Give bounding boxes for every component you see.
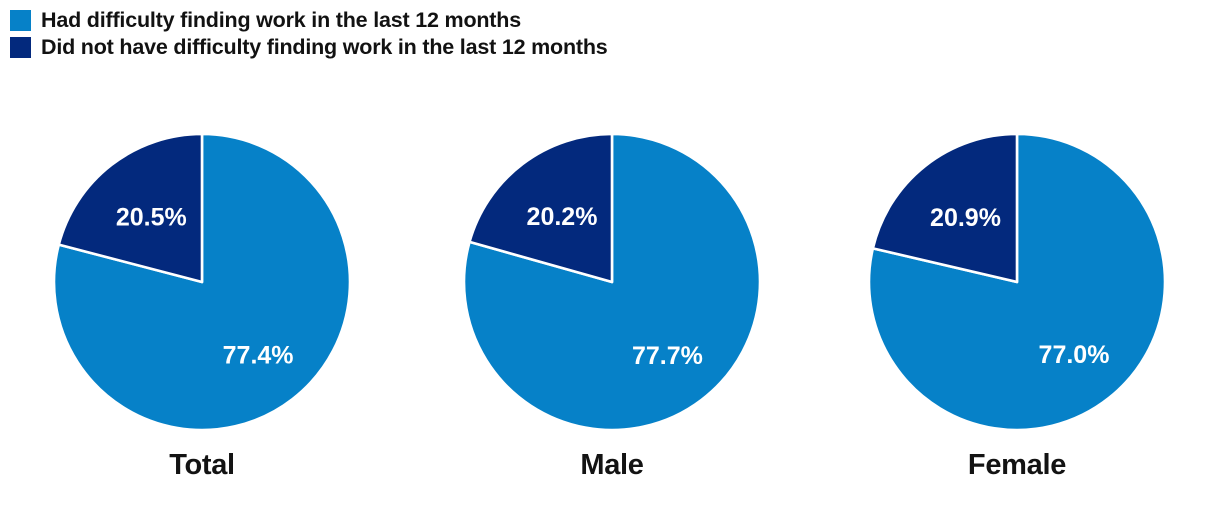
pie-chart-female: 77.0% 20.9%	[867, 132, 1167, 432]
slice-value-label: 20.9%	[930, 204, 1001, 232]
legend-item-had-difficulty: Had difficulty finding work in the last …	[10, 7, 608, 34]
slice-value-label: 77.0%	[1039, 341, 1110, 369]
legend-label-had-difficulty: Had difficulty finding work in the last …	[41, 8, 521, 32]
slice-value-label: 20.5%	[116, 203, 187, 231]
pie-chart-total: 77.4% 20.5%	[52, 132, 352, 432]
pie-slice	[468, 132, 614, 284]
legend-item-no-difficulty: Did not have difficulty finding work in …	[10, 34, 608, 61]
slice-value-label: 20.2%	[527, 203, 598, 231]
pie-column-female: 77.0% 20.9% Female	[866, 131, 1168, 482]
legend-label-no-difficulty: Did not have difficulty finding work in …	[41, 35, 608, 59]
legend-swatch-had-difficulty-icon	[10, 10, 31, 31]
slice-value-label: 77.4%	[223, 342, 294, 370]
pie-chart-male: 77.7% 20.2%	[462, 132, 762, 432]
legend-swatch-no-difficulty-icon	[10, 37, 31, 58]
pie-slice	[57, 132, 204, 284]
pie-column-male: 77.7% 20.2% Male	[461, 131, 763, 482]
pie-title-total: Total	[169, 449, 235, 481]
slice-value-label: 77.7%	[632, 342, 703, 370]
pie-title-female: Female	[967, 449, 1067, 481]
pie-title-male: Male	[580, 449, 644, 481]
legend: Had difficulty finding work in the last …	[10, 7, 608, 61]
pie-column-total: 77.4% 20.5% Total	[51, 131, 353, 482]
pie-slice	[871, 132, 1019, 284]
